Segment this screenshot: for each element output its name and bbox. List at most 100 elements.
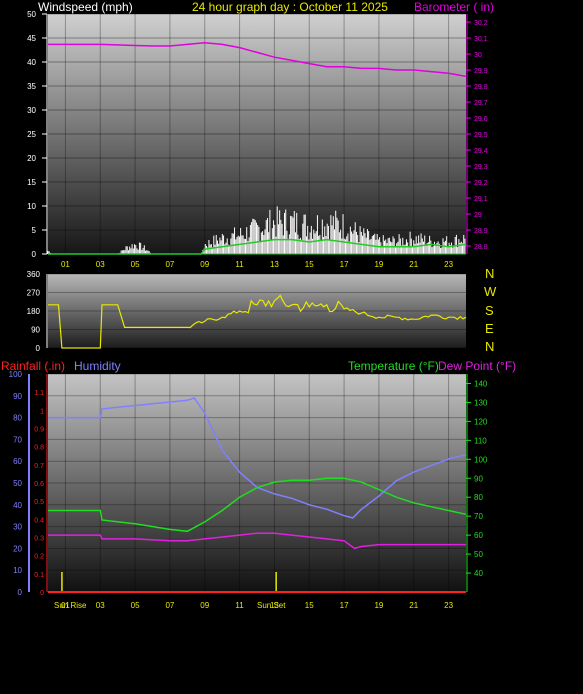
wind-tick-label: 5	[32, 226, 37, 235]
barometer-tick-label: 29.5	[474, 132, 488, 139]
wind-tick-label: 25	[27, 130, 36, 139]
humidity-tick-label: 20	[13, 544, 22, 553]
temperature-title: Temperature (°F)	[348, 359, 439, 373]
barometer-tick-label: 29.8	[474, 84, 488, 91]
wind-tick-label: 50	[27, 10, 36, 19]
climate-hour-label: 15	[305, 601, 314, 610]
wind-tick-label: 30	[27, 106, 36, 115]
climate-series	[48, 397, 467, 593]
temperature-tick-label: 140	[474, 379, 488, 388]
wind-hour-label: 23	[444, 260, 453, 269]
compass-e: E	[485, 321, 494, 336]
temperature-tick-label: 40	[474, 569, 483, 578]
temperature-tick-label: 110	[474, 436, 487, 445]
temperature-line	[48, 477, 467, 533]
climate-hour-label: 03	[96, 601, 105, 610]
wind-series	[47, 42, 467, 255]
humidity-tick-label: 70	[13, 435, 22, 444]
sunset-label: Sun Set	[257, 601, 286, 610]
humidity-tick-label: 50	[13, 479, 22, 488]
humidity-title: Humidity	[74, 359, 121, 373]
humidity-tick-label: 0	[18, 588, 23, 597]
rainfall-tick-label: 0.2	[34, 554, 44, 561]
compass-n-top: N	[485, 266, 494, 281]
wind-hour-label: 21	[409, 260, 418, 269]
barometer-tick-label: 30.2	[474, 20, 488, 27]
climate-hour-label: 13	[270, 601, 279, 610]
wind-hour-label: 11	[235, 260, 244, 269]
barometer-tick-label: 29.3	[474, 164, 488, 171]
barometer-tick-label: 28.9	[474, 228, 488, 235]
humidity-tick-label: 80	[13, 414, 22, 423]
direction-tick-label: 180	[27, 307, 41, 316]
humidity-tick-label: 60	[13, 457, 22, 466]
dewpoint-line	[48, 532, 466, 550]
sunrise-label: Sun Rise	[54, 601, 87, 610]
direction-tick-label: 90	[31, 326, 40, 335]
dewpoint-title: Dew Point (°F)	[438, 359, 516, 373]
rainfall-tick-label: 0.8	[34, 445, 44, 452]
barometer-tick-label: 30	[474, 52, 482, 59]
temperature-tick-label: 50	[474, 550, 483, 559]
humidity-tick-label: 100	[9, 370, 23, 379]
wind-hour-label: 15	[305, 260, 314, 269]
climate-hour-label: 05	[131, 601, 140, 610]
direction-series	[48, 294, 467, 349]
humidity-tick-label: 30	[13, 523, 22, 532]
compass-w: W	[484, 284, 497, 299]
barometer-tick-label: 29.2	[474, 180, 488, 187]
climate-plot-area	[48, 374, 466, 592]
rainfall-tick-label: 1.1	[34, 390, 44, 397]
wind-direction-line	[48, 294, 467, 349]
climate-hour-label: 11	[235, 601, 244, 610]
rainfall-tick-label: 0.7	[34, 463, 44, 470]
temperature-tick-label: 120	[474, 417, 488, 426]
temperature-tick-label: 130	[474, 398, 488, 407]
temperature-tick-label: 100	[474, 455, 488, 464]
wind-plot-area	[48, 14, 466, 254]
wind-tick-label: 35	[27, 82, 36, 91]
windspeed-title: Windspeed (mph)	[38, 0, 133, 14]
rainfall-tick-label: 0.6	[34, 481, 44, 488]
humidity-tick-label: 40	[13, 501, 22, 510]
wind-hour-label: 17	[340, 260, 349, 269]
compass-s: S	[485, 303, 494, 318]
direction-tick-label: 270	[27, 289, 41, 298]
rainfall-tick-label: 0.9	[34, 427, 44, 434]
climate-hour-label: 17	[340, 601, 349, 610]
climate-hour-label: 07	[165, 601, 174, 610]
direction-plot-area	[48, 274, 466, 348]
barometer-tick-label: 29.7	[474, 100, 488, 107]
climate-hour-label: 19	[374, 601, 383, 610]
axis-labels: 0510152025303540455028.828.92929.129.229…	[9, 10, 488, 610]
temperature-tick-label: 80	[474, 493, 483, 502]
direction-tick-label: 0	[36, 344, 41, 353]
barometer-tick-label: 29.9	[474, 68, 488, 75]
barometer-tick-label: 29	[474, 212, 482, 219]
wind-hour-label: 07	[165, 260, 174, 269]
wind-tick-label: 10	[27, 202, 36, 211]
rainfall-tick-label: 0.4	[34, 517, 44, 524]
barometer-tick-label: 30.1	[474, 36, 488, 43]
wind-tick-label: 45	[27, 34, 36, 43]
temperature-tick-label: 70	[474, 512, 483, 521]
wind-hour-label: 01	[61, 260, 70, 269]
climate-hour-label: 21	[409, 601, 418, 610]
graph-date-title: 24 hour graph day : October 11 2025	[192, 0, 388, 14]
wind-tick-label: 20	[27, 154, 36, 163]
climate-hour-label: 23	[444, 601, 453, 610]
wind-hour-label: 09	[200, 260, 209, 269]
wind-grid	[48, 13, 466, 255]
rainfall-title: Rainfall (.in)	[1, 359, 65, 373]
temperature-tick-label: 60	[474, 531, 483, 540]
wind-hour-label: 19	[374, 260, 383, 269]
wind-tick-label: 0	[32, 250, 37, 259]
rainfall-tick-label: 1	[40, 408, 44, 415]
wind-average-line	[48, 238, 467, 255]
humidity-line	[48, 397, 467, 519]
wind-hour-label: 03	[96, 260, 105, 269]
direction-tick-label: 360	[27, 270, 41, 279]
barometer-tick-label: 29.4	[474, 148, 488, 155]
barometer-tick-label: 29.6	[474, 116, 488, 123]
